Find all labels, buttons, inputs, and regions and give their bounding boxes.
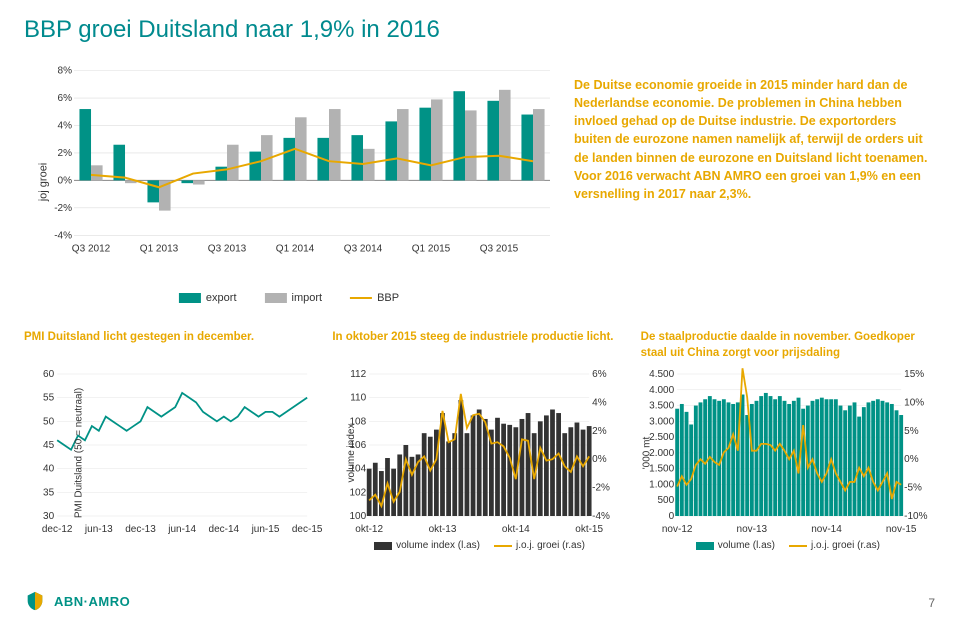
main-chart-svg: -4%-2%0%2%4%6%8%Q3 2012Q1 2013Q3 2013Q1 … — [68, 66, 550, 258]
svg-text:50: 50 — [43, 416, 55, 427]
svg-text:15%: 15% — [904, 369, 924, 380]
svg-text:4%: 4% — [592, 397, 607, 408]
sub1-ylabel: PMI Duitsland (50 = neutraal) — [74, 388, 85, 518]
sub1-caption: PMI Duitsland licht gestegen in december… — [24, 330, 318, 362]
svg-text:110: 110 — [351, 393, 367, 404]
page-title: BBP groei Duitsland naar 1,9% in 2016 — [24, 16, 935, 44]
svg-text:-2%: -2% — [592, 483, 610, 494]
svg-text:okt-12: okt-12 — [356, 524, 384, 535]
svg-text:5%: 5% — [904, 426, 919, 437]
svg-text:dec-13: dec-13 — [125, 524, 156, 535]
svg-text:3.000: 3.000 — [649, 416, 674, 427]
sub3-legend: volume (l.as) j.o.j. groei (r.as) — [641, 540, 935, 551]
svg-text:4%: 4% — [58, 121, 73, 132]
sub3: De staalproductie daalde in november. Go… — [641, 330, 935, 551]
sub2-legend: volume index (l.as) j.o.j. groei (r.as) — [332, 540, 626, 551]
svg-text:4.500: 4.500 — [649, 369, 674, 380]
svg-text:Q3 2012: Q3 2012 — [72, 243, 111, 254]
svg-text:jun-13: jun-13 — [84, 524, 113, 535]
page-number: 7 — [928, 596, 935, 610]
svg-text:8%: 8% — [58, 66, 73, 77]
sub2-caption: In oktober 2015 steeg de industriele pro… — [332, 330, 626, 362]
svg-text:Q1 2015: Q1 2015 — [412, 243, 451, 254]
svg-text:102: 102 — [350, 487, 367, 498]
svg-text:1.000: 1.000 — [649, 479, 674, 490]
sub3-ylabel: '000 mt — [641, 437, 652, 469]
footer-brand: ABN·AMRO — [24, 590, 130, 612]
svg-text:6%: 6% — [592, 369, 607, 380]
sub2-ylabel: volume index — [346, 424, 357, 483]
svg-text:dec-15: dec-15 — [292, 524, 323, 535]
svg-text:-4%: -4% — [54, 230, 72, 241]
svg-text:0: 0 — [668, 511, 674, 522]
svg-text:6%: 6% — [58, 93, 73, 104]
svg-text:okt-14: okt-14 — [502, 524, 530, 535]
sub2: In oktober 2015 steeg de industriele pro… — [332, 330, 626, 551]
svg-text:nov-14: nov-14 — [811, 524, 842, 535]
svg-text:okt-13: okt-13 — [429, 524, 457, 535]
main-chart-legend: export import BBP — [179, 292, 399, 304]
svg-text:40: 40 — [43, 464, 55, 475]
svg-text:Q3 2014: Q3 2014 — [344, 243, 383, 254]
sub3-caption: De staalproductie daalde in november. Go… — [641, 330, 935, 362]
svg-text:jun-14: jun-14 — [167, 524, 196, 535]
svg-text:dec-12: dec-12 — [42, 524, 73, 535]
svg-text:3.500: 3.500 — [649, 401, 674, 412]
svg-text:0%: 0% — [58, 175, 73, 186]
sub1: PMI Duitsland licht gestegen in december… — [24, 330, 318, 551]
svg-text:2%: 2% — [592, 426, 607, 437]
svg-text:-2%: -2% — [54, 203, 72, 214]
side-text: De Duitse economie groeide in 2015 minde… — [574, 62, 935, 302]
sub2-svg: 100102104106108110112-4%-2%0%2%4%6%okt-1… — [332, 368, 626, 538]
svg-text:-5%: -5% — [904, 483, 922, 494]
svg-text:112: 112 — [351, 369, 367, 380]
main-chart-ylabel: joj groei — [37, 163, 49, 202]
svg-text:Q3 2013: Q3 2013 — [208, 243, 247, 254]
svg-text:okt-15: okt-15 — [576, 524, 604, 535]
svg-text:Q3 2015: Q3 2015 — [480, 243, 519, 254]
svg-text:500: 500 — [657, 495, 674, 506]
shield-icon — [24, 590, 46, 612]
svg-text:-10%: -10% — [904, 511, 927, 522]
svg-text:60: 60 — [43, 369, 55, 380]
svg-text:dec-14: dec-14 — [209, 524, 240, 535]
svg-text:10%: 10% — [904, 397, 924, 408]
svg-text:35: 35 — [43, 487, 55, 498]
svg-text:nov-12: nov-12 — [662, 524, 693, 535]
svg-text:Q1 2014: Q1 2014 — [276, 243, 315, 254]
svg-text:nov-13: nov-13 — [736, 524, 767, 535]
svg-text:4.000: 4.000 — [649, 385, 674, 396]
svg-text:45: 45 — [43, 440, 55, 451]
svg-text:Q1 2013: Q1 2013 — [140, 243, 179, 254]
main-chart: joj groei -4% -2% 0% 2% 4% 6% 8% Q3 2012 Q1 2013… — [24, 62, 554, 302]
svg-text:0%: 0% — [904, 454, 919, 465]
sub3-svg: 05001.0001.5002.0002.5003.0003.5004.0004… — [641, 368, 935, 538]
svg-text:nov-15: nov-15 — [886, 524, 917, 535]
svg-text:0%: 0% — [592, 454, 607, 465]
svg-text:30: 30 — [43, 511, 55, 522]
top-row: joj groei -4% -2% 0% 2% 4% 6% 8% Q3 2012 Q1 2013… — [24, 62, 935, 302]
svg-text:-4%: -4% — [592, 511, 610, 522]
brand-text: ABN·AMRO — [54, 594, 130, 609]
sub1-svg: 30 35 40 45 50 55 60 dec-12 jun-13 dec-13 jun-14 de… — [24, 368, 318, 538]
svg-text:55: 55 — [43, 393, 55, 404]
svg-text:2%: 2% — [58, 148, 73, 159]
svg-text:100: 100 — [350, 511, 367, 522]
svg-text:jun-15: jun-15 — [251, 524, 280, 535]
sub-row: PMI Duitsland licht gestegen in december… — [24, 330, 935, 551]
